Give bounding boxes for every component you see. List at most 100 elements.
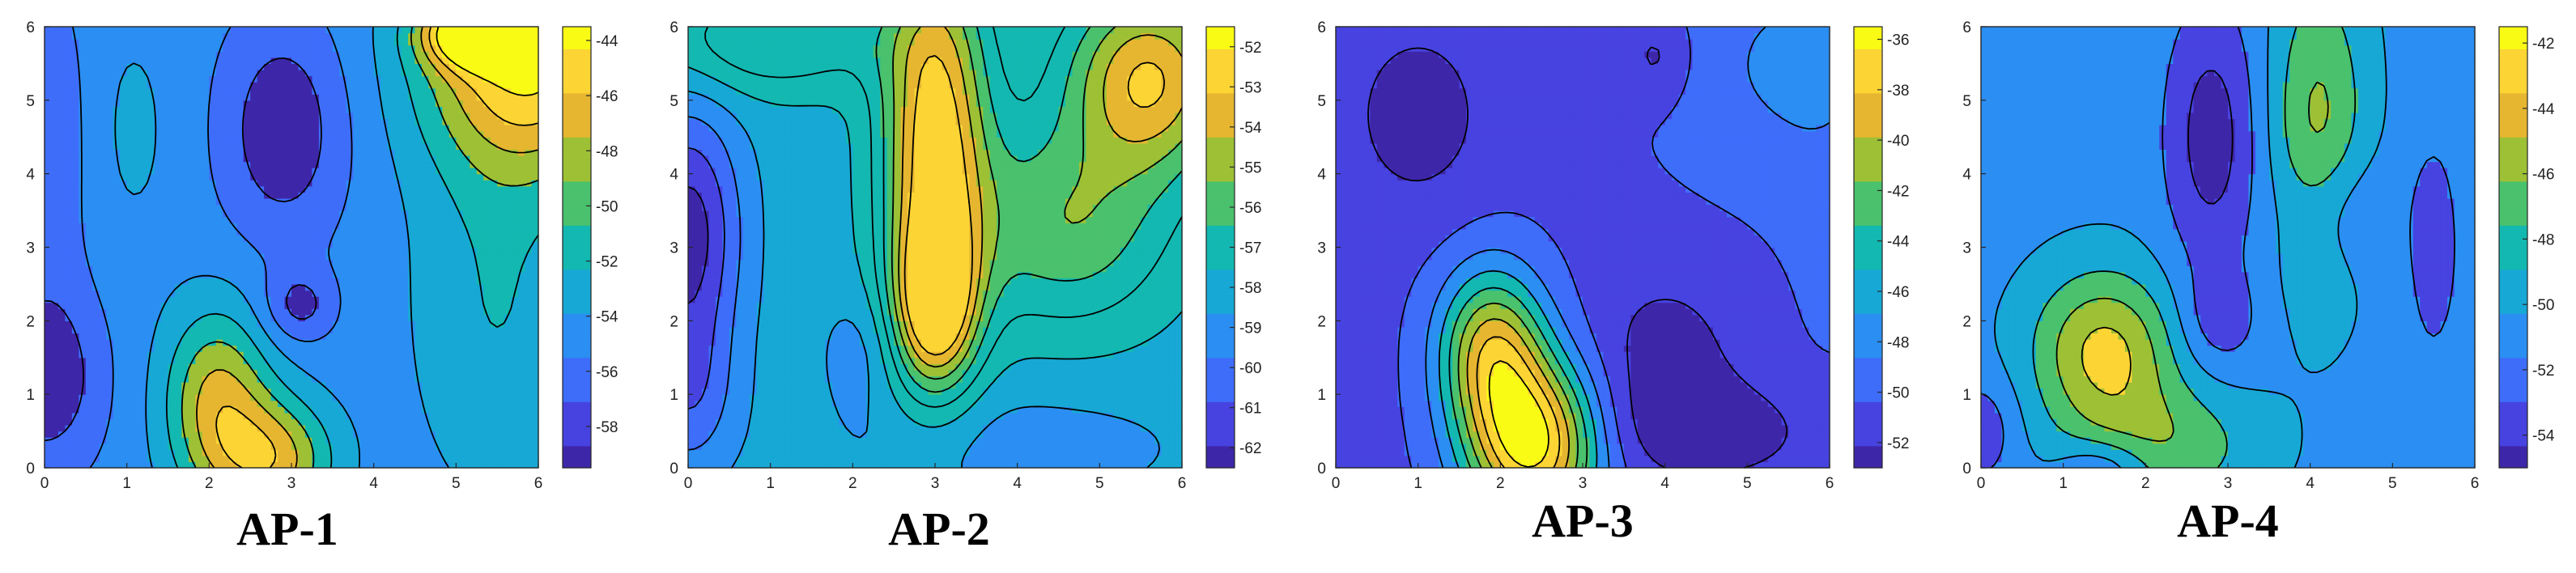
contour-cell bbox=[421, 216, 430, 223]
contour-cell bbox=[57, 283, 66, 291]
contour-cell bbox=[531, 382, 539, 389]
contour-cell bbox=[126, 192, 134, 199]
contour-cell bbox=[181, 369, 189, 377]
contour-cell bbox=[57, 216, 66, 223]
contour-cell bbox=[346, 412, 354, 420]
contour-cell bbox=[229, 388, 237, 395]
contour-cell bbox=[278, 228, 286, 236]
contour-cell bbox=[483, 425, 491, 432]
contour-cell bbox=[394, 265, 402, 273]
contour-cell bbox=[92, 247, 100, 254]
contour-cell bbox=[291, 216, 300, 223]
contour-cell bbox=[517, 180, 525, 187]
contour-cell bbox=[497, 369, 505, 377]
contour-cell bbox=[154, 345, 162, 352]
contour-cell bbox=[504, 326, 512, 334]
contour-cell bbox=[346, 259, 354, 266]
contour-cell bbox=[401, 418, 409, 426]
contour-cell bbox=[126, 223, 134, 230]
contour-cell bbox=[312, 142, 320, 150]
contour-cell bbox=[188, 449, 196, 456]
contour-cell bbox=[387, 443, 395, 450]
contour-cell bbox=[154, 69, 162, 77]
contour-cell bbox=[99, 345, 107, 352]
contour-cell bbox=[359, 394, 368, 401]
contour-cell bbox=[470, 333, 478, 340]
contour-cell bbox=[470, 112, 478, 120]
contour-cell bbox=[332, 382, 340, 389]
contour-cell bbox=[202, 168, 210, 175]
contour-cell bbox=[442, 265, 450, 273]
contour-cell bbox=[264, 240, 272, 248]
contour-cell bbox=[120, 406, 128, 414]
contour-cell bbox=[531, 455, 539, 463]
contour-cell bbox=[229, 228, 237, 236]
contour-cell bbox=[373, 137, 381, 144]
contour-cell bbox=[243, 223, 251, 230]
contour-cell bbox=[511, 168, 519, 175]
contour-cell bbox=[278, 240, 286, 248]
contour-cell bbox=[79, 253, 87, 261]
contour-cell bbox=[367, 247, 375, 254]
contour-cell bbox=[367, 253, 375, 261]
contour-cell bbox=[304, 118, 313, 125]
contour-cell bbox=[291, 180, 300, 187]
contour-cell bbox=[408, 130, 416, 138]
contour-cell bbox=[476, 443, 484, 450]
contour-cell bbox=[435, 118, 443, 125]
contour-cell bbox=[462, 240, 470, 248]
contour-cell bbox=[332, 345, 340, 352]
contour-cell bbox=[85, 197, 93, 206]
contour-cell bbox=[99, 283, 107, 291]
contour-cell bbox=[85, 339, 93, 346]
contour-cell bbox=[85, 314, 93, 321]
contour-cell bbox=[168, 223, 176, 230]
contour-cell bbox=[229, 437, 237, 444]
contour-cell bbox=[448, 130, 457, 138]
contour-cell bbox=[57, 345, 66, 352]
contour-cell bbox=[223, 192, 231, 199]
contour-cell bbox=[264, 400, 272, 407]
contour-cell bbox=[442, 443, 450, 450]
contour-cell bbox=[483, 45, 491, 52]
contour-cell bbox=[359, 400, 368, 407]
contour-cell bbox=[325, 345, 334, 352]
contour-cell bbox=[92, 173, 100, 180]
contour-cell bbox=[462, 418, 470, 426]
contour-cell bbox=[435, 278, 443, 285]
contour-cell bbox=[71, 240, 79, 248]
contour-cell bbox=[79, 376, 87, 383]
contour-cell bbox=[126, 449, 134, 456]
contour-cell bbox=[257, 418, 265, 426]
contour-cell bbox=[346, 296, 354, 303]
contour-cell bbox=[421, 271, 430, 278]
contour-cell bbox=[154, 82, 162, 89]
contour-cell bbox=[264, 130, 272, 138]
contour-cell bbox=[99, 449, 107, 456]
contour-cell bbox=[346, 406, 354, 414]
contour-cell bbox=[504, 197, 512, 206]
contour-cell bbox=[380, 247, 389, 254]
contour-cell bbox=[85, 376, 93, 383]
contour-cell bbox=[106, 339, 114, 346]
contour-cell bbox=[181, 283, 189, 291]
contour-cell bbox=[511, 449, 519, 456]
contour-cell bbox=[448, 137, 457, 144]
contour-cell bbox=[92, 168, 100, 175]
contour-cell bbox=[394, 173, 402, 180]
contour-cell bbox=[483, 351, 491, 359]
contour-cell bbox=[174, 388, 183, 395]
contour-cell bbox=[497, 449, 505, 456]
contour-cell bbox=[318, 394, 326, 401]
contour-cell bbox=[79, 192, 87, 199]
contour-cell bbox=[401, 130, 409, 138]
contour-cell bbox=[298, 247, 306, 254]
contour-cell bbox=[387, 437, 395, 444]
contour-cell bbox=[304, 363, 313, 371]
contour-cell bbox=[359, 271, 368, 278]
contour-cell bbox=[264, 204, 272, 211]
contour-cell bbox=[517, 418, 525, 426]
contour-cell bbox=[174, 173, 183, 180]
contour-cell bbox=[346, 333, 354, 340]
contour-cell bbox=[284, 345, 292, 352]
